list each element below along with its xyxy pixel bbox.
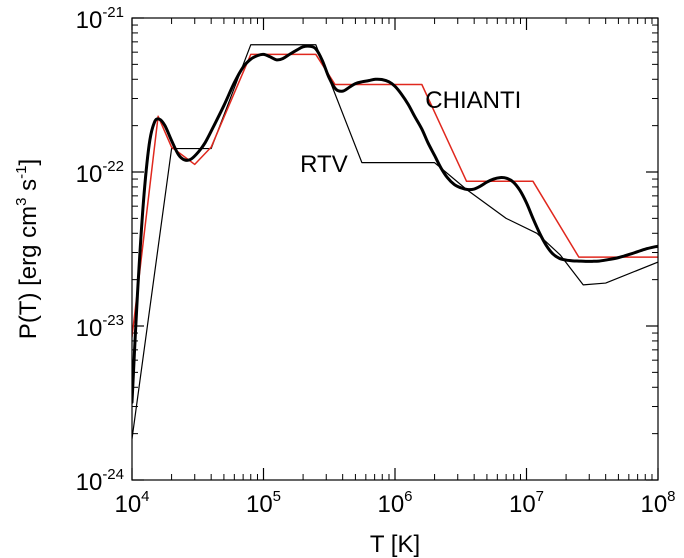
y-axis-label: P(T) [erg cm3 s-1]	[13, 159, 42, 339]
series-line-rtv	[132, 44, 658, 440]
annotation-chianti: CHIANTI	[425, 87, 521, 114]
series-layer	[132, 44, 658, 440]
series-line-chianti-piecewise-fit	[132, 53, 658, 338]
annotations: CHIANTI RTV	[300, 87, 521, 178]
tick-labels: 104 105 106 107 108 10-24 10-23 10-22 10-21	[76, 4, 676, 518]
y-tick-label: 10-21	[76, 4, 124, 34]
x-axis-label: T [K]	[370, 531, 420, 558]
x-tick-label: 104	[114, 488, 149, 518]
plot-frame	[131, 17, 659, 481]
annotation-rtv: RTV	[300, 151, 348, 178]
y-tick-label: 10-24	[76, 466, 124, 496]
series-line-chianti	[132, 44, 658, 404]
x-tick-label: 106	[377, 488, 412, 518]
x-tick-label: 108	[640, 488, 675, 518]
y-tick-label: 10-23	[76, 312, 124, 342]
x-tick-label: 105	[246, 488, 281, 518]
y-tick-label: 10-22	[76, 158, 124, 188]
x-tick-label: 107	[509, 488, 544, 518]
